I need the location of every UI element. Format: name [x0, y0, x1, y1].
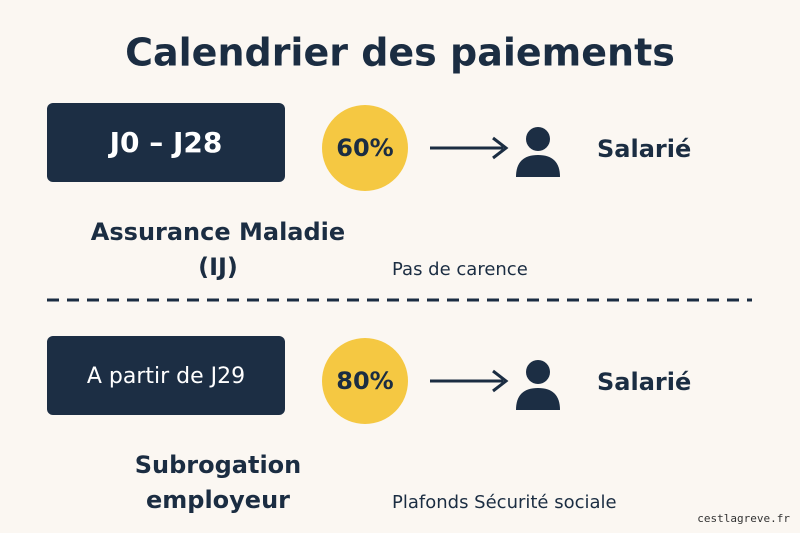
title: Calendrier des paiements — [125, 31, 675, 75]
payer-line: Assurance Maladie — [91, 218, 345, 246]
note: Pas de carence — [392, 259, 528, 280]
payer-line: Subrogation — [135, 451, 302, 479]
rows: J0 – J28 60% Salarié Assurance Maladie (IJ) P… — [47, 103, 691, 514]
rate-circle — [322, 105, 408, 191]
person-body — [516, 155, 560, 177]
recipient: Salarié — [597, 135, 691, 163]
rate-circle — [322, 338, 408, 424]
recipient: Salarié — [597, 368, 691, 396]
period-box — [47, 103, 285, 182]
source: cestlagreve.fr — [697, 512, 790, 525]
rate: 60% — [336, 134, 393, 162]
person-head — [526, 360, 550, 384]
note: Plafonds Sécurité sociale — [392, 492, 617, 513]
arrow-head — [492, 136, 509, 160]
arrow-head — [492, 369, 509, 393]
rate: 80% — [336, 367, 393, 395]
payer-line: (IJ) — [198, 253, 238, 281]
person-head — [526, 127, 550, 151]
payer-line: employeur — [146, 486, 290, 514]
period: J0 – J28 — [108, 126, 223, 159]
person-body — [516, 388, 560, 410]
period: A partir de J29 — [87, 364, 245, 389]
period-box — [47, 336, 285, 415]
